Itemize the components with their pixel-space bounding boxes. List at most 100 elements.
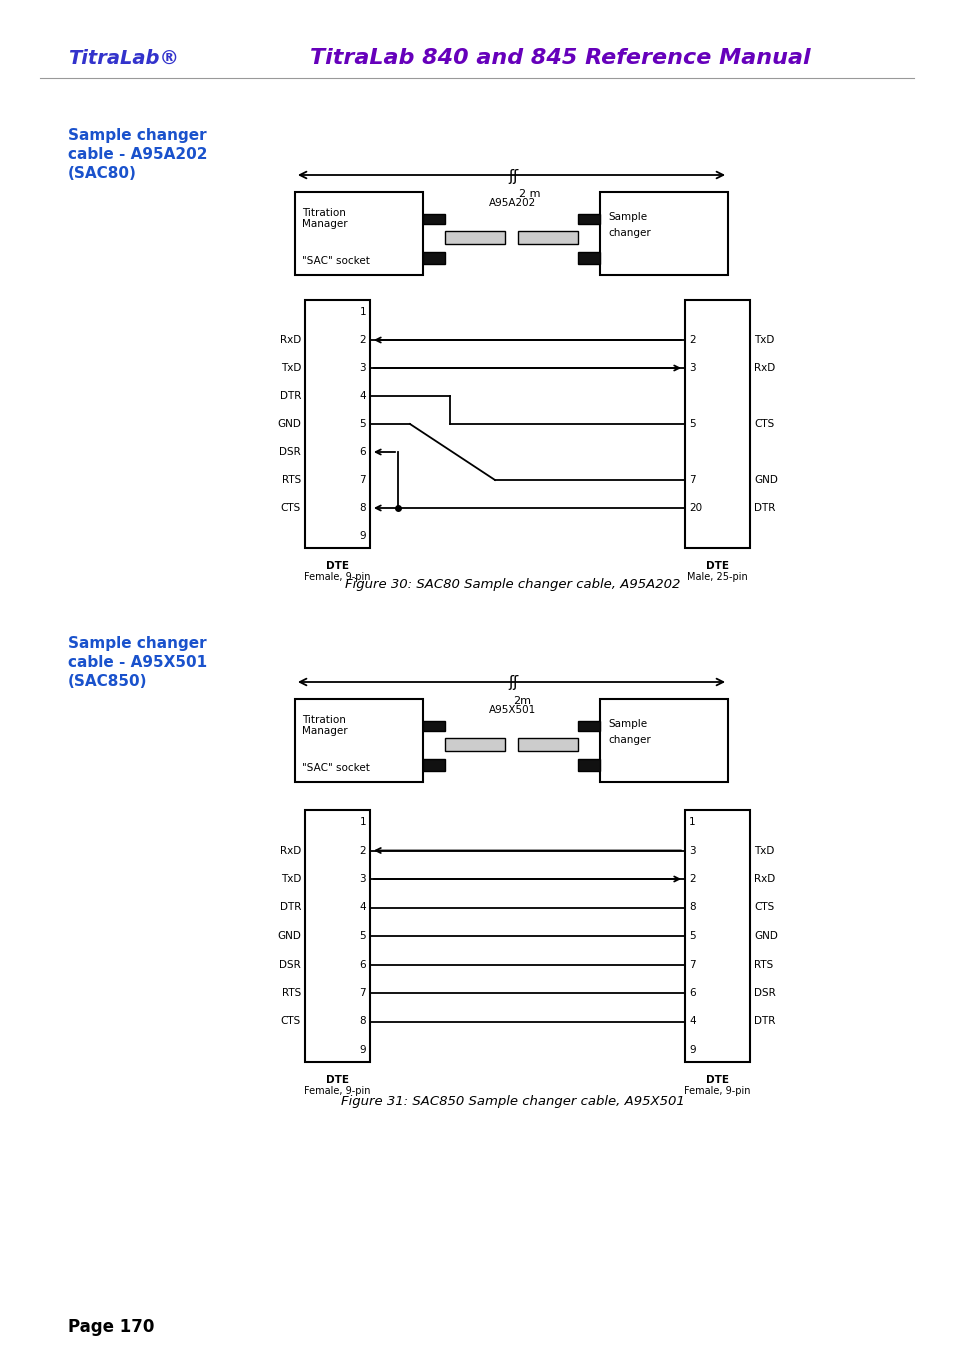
Text: DTE: DTE: [326, 561, 349, 571]
Text: "SAC" socket: "SAC" socket: [302, 763, 370, 773]
Text: 20: 20: [688, 503, 701, 513]
Text: 1: 1: [688, 817, 695, 827]
Text: Female, 9-pin: Female, 9-pin: [304, 571, 371, 582]
Text: DTR: DTR: [753, 1016, 775, 1027]
Text: 2 m: 2 m: [518, 189, 540, 199]
Bar: [444, 231, 504, 245]
Text: 9: 9: [688, 1046, 695, 1055]
Text: 2: 2: [688, 874, 695, 884]
Text: 4: 4: [359, 902, 366, 912]
Text: changer: changer: [607, 228, 650, 238]
Text: cable - A95A202: cable - A95A202: [68, 147, 208, 162]
Bar: [422, 213, 444, 224]
Text: 6: 6: [359, 447, 366, 457]
Bar: [578, 213, 599, 224]
Text: TxD: TxD: [753, 846, 774, 855]
Text: Sample: Sample: [607, 719, 646, 730]
Text: 2: 2: [359, 335, 366, 345]
Bar: [599, 192, 727, 276]
Text: cable - A95X501: cable - A95X501: [68, 655, 207, 670]
Text: GND: GND: [753, 476, 777, 485]
Text: RTS: RTS: [281, 988, 301, 998]
Text: RxD: RxD: [279, 846, 301, 855]
Bar: [444, 738, 504, 751]
Bar: [422, 253, 444, 263]
Text: DSR: DSR: [279, 959, 301, 970]
Bar: [578, 759, 599, 771]
Text: 8: 8: [359, 1016, 366, 1027]
Text: Sample: Sample: [607, 212, 646, 222]
Text: Female, 9-pin: Female, 9-pin: [304, 1086, 371, 1096]
Text: A95X501: A95X501: [489, 705, 536, 715]
Text: GND: GND: [276, 419, 301, 430]
Bar: [294, 698, 422, 782]
Text: RxD: RxD: [753, 363, 775, 373]
Text: 7: 7: [688, 476, 695, 485]
Text: 2: 2: [688, 335, 695, 345]
Text: Manager: Manager: [302, 725, 347, 736]
Text: 3: 3: [359, 363, 366, 373]
Text: Figure 31: SAC850 Sample changer cable, A95X501: Figure 31: SAC850 Sample changer cable, …: [341, 1096, 684, 1108]
Bar: [517, 738, 578, 751]
Text: RTS: RTS: [281, 476, 301, 485]
Text: 5: 5: [688, 419, 695, 430]
Text: ʃʃ: ʃʃ: [507, 676, 517, 690]
Text: TitraLab 840 and 845 Reference Manual: TitraLab 840 and 845 Reference Manual: [310, 49, 809, 68]
Text: DTR: DTR: [279, 902, 301, 912]
Text: 2: 2: [359, 846, 366, 855]
Text: TxD: TxD: [753, 335, 774, 345]
Text: 1: 1: [359, 817, 366, 827]
Text: (SAC850): (SAC850): [68, 674, 148, 689]
Text: RxD: RxD: [753, 874, 775, 884]
Text: RxD: RxD: [279, 335, 301, 345]
Text: DSR: DSR: [279, 447, 301, 457]
Text: 6: 6: [688, 988, 695, 998]
Bar: [305, 811, 370, 1062]
Text: 3: 3: [359, 874, 366, 884]
Text: Page 170: Page 170: [68, 1319, 154, 1336]
Text: 8: 8: [359, 503, 366, 513]
Text: 2m: 2m: [513, 696, 531, 707]
Text: 7: 7: [359, 476, 366, 485]
Text: 3: 3: [688, 846, 695, 855]
Text: Male, 25-pin: Male, 25-pin: [686, 571, 747, 582]
Text: (SAC80): (SAC80): [68, 166, 136, 181]
Text: 9: 9: [359, 1046, 366, 1055]
Bar: [422, 759, 444, 771]
Text: DTE: DTE: [326, 1075, 349, 1085]
Text: 6: 6: [359, 959, 366, 970]
Text: Titration: Titration: [302, 715, 346, 725]
Text: Female, 9-pin: Female, 9-pin: [683, 1086, 750, 1096]
Text: Titration: Titration: [302, 208, 346, 218]
Text: DTE: DTE: [705, 561, 728, 571]
Text: TxD: TxD: [280, 363, 301, 373]
Bar: [578, 721, 599, 731]
Text: 3: 3: [688, 363, 695, 373]
Text: RTS: RTS: [753, 959, 773, 970]
Text: A95A202: A95A202: [489, 199, 536, 208]
Text: "SAC" socket: "SAC" socket: [302, 255, 370, 266]
Text: changer: changer: [607, 735, 650, 744]
Text: CTS: CTS: [753, 902, 774, 912]
Text: 8: 8: [688, 902, 695, 912]
Bar: [422, 721, 444, 731]
Bar: [684, 300, 749, 549]
Text: Sample changer: Sample changer: [68, 128, 207, 143]
Text: CTS: CTS: [753, 419, 774, 430]
Text: ʃʃ: ʃʃ: [507, 169, 517, 184]
Text: Sample changer: Sample changer: [68, 636, 207, 651]
Text: 5: 5: [359, 931, 366, 942]
Text: CTS: CTS: [280, 1016, 301, 1027]
Text: 4: 4: [688, 1016, 695, 1027]
Text: DTE: DTE: [705, 1075, 728, 1085]
Text: 5: 5: [359, 419, 366, 430]
Text: 5: 5: [688, 931, 695, 942]
Text: TitraLab®: TitraLab®: [68, 49, 179, 68]
Bar: [684, 811, 749, 1062]
Text: Figure 30: SAC80 Sample changer cable, A95A202: Figure 30: SAC80 Sample changer cable, A…: [345, 578, 680, 590]
Bar: [599, 698, 727, 782]
Text: 7: 7: [688, 959, 695, 970]
Text: TxD: TxD: [280, 874, 301, 884]
Text: 9: 9: [359, 531, 366, 540]
Text: GND: GND: [276, 931, 301, 942]
